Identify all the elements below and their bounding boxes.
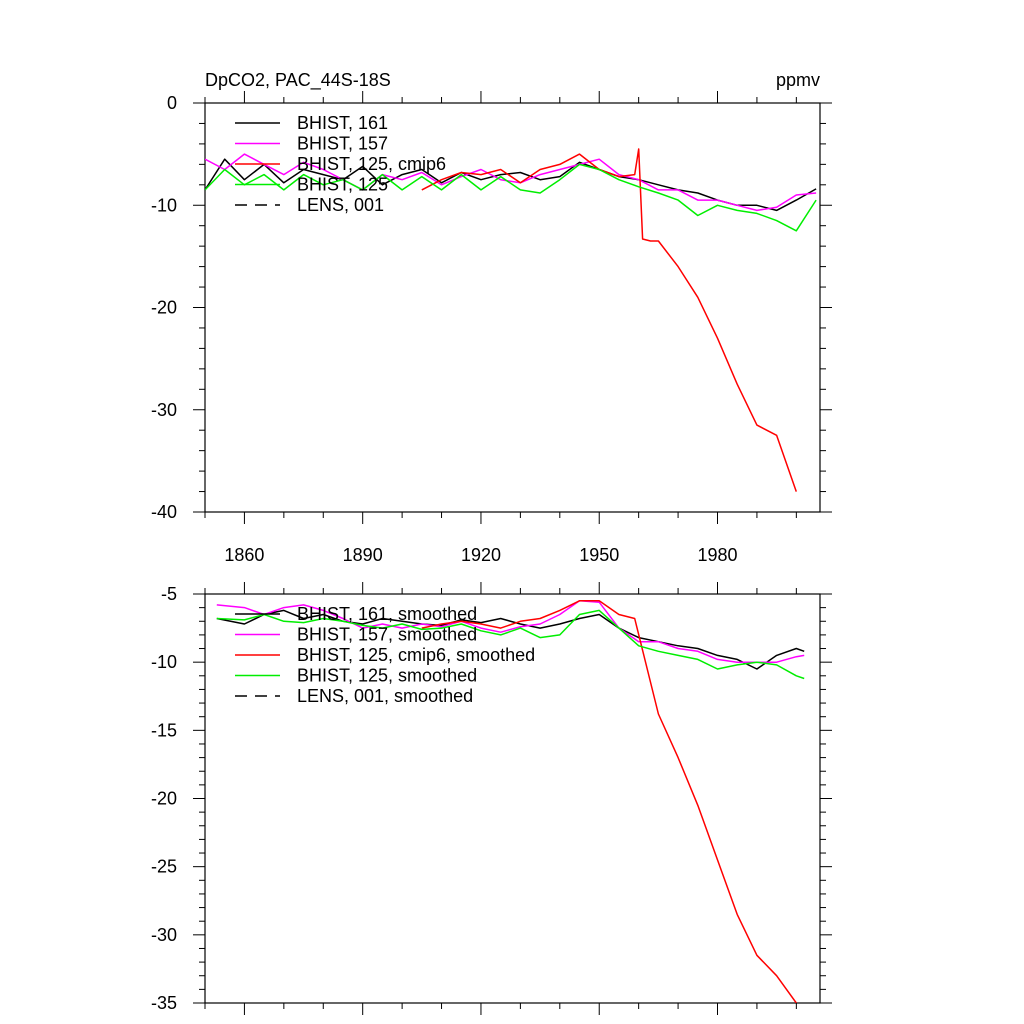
legend-label: LENS, 001 bbox=[297, 195, 384, 215]
series-line-0 bbox=[205, 158, 817, 212]
chart-title: DpCO2, PAC_44S-18S bbox=[205, 70, 391, 91]
y-tick-label: -10 bbox=[151, 195, 177, 215]
series-line-1 bbox=[205, 153, 817, 212]
y-tick-label: -15 bbox=[151, 720, 177, 740]
bottom-panel: -5 -10 -15 -20 -25 -30 -35 BHIST, 161, smoothed… bbox=[151, 582, 832, 1015]
series-line-2 bbox=[421, 148, 798, 492]
series-line-0 bbox=[216, 609, 805, 670]
series-line-3 bbox=[216, 609, 805, 680]
legend-label: BHIST, 125 bbox=[297, 175, 388, 195]
x-tick-label: 1950 bbox=[579, 545, 619, 565]
x-tick-label: 1980 bbox=[697, 545, 737, 565]
y-tick-label: -25 bbox=[151, 857, 177, 877]
legend-label: BHIST, 157, smoothed bbox=[297, 625, 477, 645]
legend-label: BHIST, 157 bbox=[297, 134, 388, 154]
y-tick-label: -40 bbox=[151, 502, 177, 522]
top-panel: DpCO2, PAC_44S-18S ppmv 1860 1890 1920 1950… bbox=[151, 70, 832, 565]
units-label: ppmv bbox=[776, 70, 820, 90]
series-group bbox=[205, 148, 817, 492]
y-tick-label: -35 bbox=[151, 993, 177, 1013]
y-tick-label: -5 bbox=[161, 584, 177, 604]
series-line-3 bbox=[205, 163, 817, 232]
series-group bbox=[216, 600, 805, 1003]
y-tick-label: -10 bbox=[151, 652, 177, 672]
x-tick-label: 1890 bbox=[343, 545, 383, 565]
x-tick-label: 1920 bbox=[461, 545, 501, 565]
y-tick-label: -30 bbox=[151, 925, 177, 945]
legend-label: BHIST, 161, smoothed bbox=[297, 604, 477, 624]
legend-label: BHIST, 125, smoothed bbox=[297, 666, 477, 686]
series-line-1 bbox=[216, 600, 805, 663]
series-line-2 bbox=[421, 600, 797, 1003]
legend-label: BHIST, 125, cmip6, smoothed bbox=[297, 645, 535, 665]
x-tick-label: 1860 bbox=[224, 545, 264, 565]
y-tick-label: -30 bbox=[151, 400, 177, 420]
legend-label: LENS, 001, smoothed bbox=[297, 686, 473, 706]
y-tick-label: 0 bbox=[167, 93, 177, 113]
legend-label: BHIST, 161 bbox=[297, 113, 388, 133]
legend-label: BHIST, 125, cmip6 bbox=[297, 154, 446, 174]
y-tick-label: -20 bbox=[151, 789, 177, 809]
y-tick-label: -20 bbox=[151, 298, 177, 318]
